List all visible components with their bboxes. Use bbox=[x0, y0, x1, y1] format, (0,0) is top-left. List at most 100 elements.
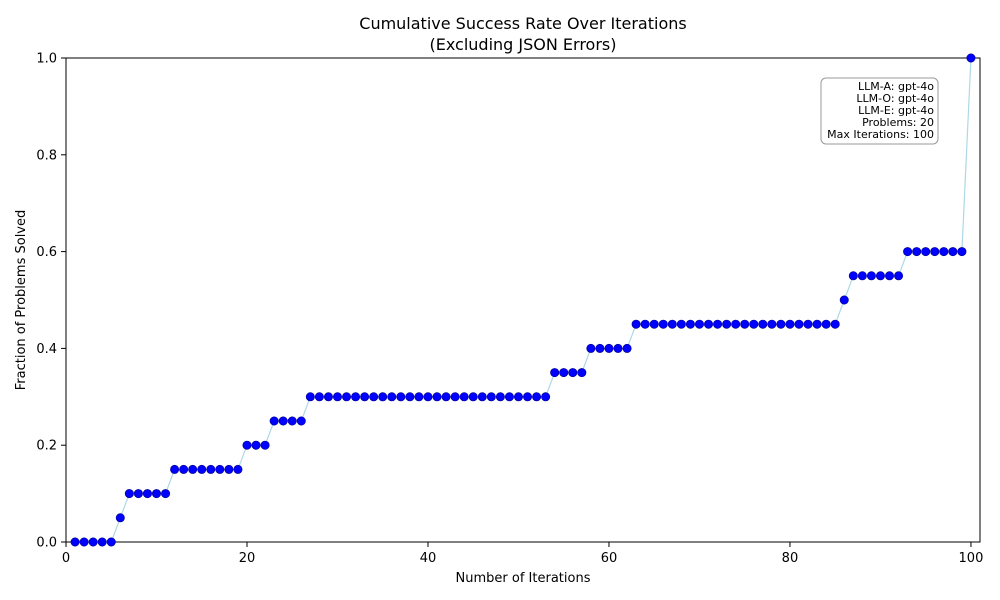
info-line-max-iterations: Max Iterations: 100 bbox=[827, 128, 934, 141]
series-line bbox=[75, 57, 972, 543]
data-point bbox=[188, 464, 198, 474]
data-point bbox=[857, 271, 867, 281]
data-point bbox=[468, 392, 478, 402]
x-axis-label: Number of Iterations bbox=[456, 571, 591, 586]
data-point bbox=[133, 489, 143, 499]
x-tick-label: 20 bbox=[239, 551, 256, 566]
data-point bbox=[486, 392, 496, 402]
info-line-llm-e: LLM-E: gpt-4o bbox=[858, 104, 934, 117]
plot-frame bbox=[65, 57, 981, 543]
data-point bbox=[885, 271, 895, 281]
data-point bbox=[387, 392, 397, 402]
data-point bbox=[179, 464, 189, 474]
info-line-problems: Problems: 20 bbox=[862, 116, 934, 129]
y-axis: 0.0 0.2 0.4 0.6 0.8 1.0 bbox=[36, 52, 66, 551]
data-point bbox=[477, 392, 487, 402]
data-point bbox=[758, 319, 768, 329]
data-point bbox=[586, 343, 596, 353]
data-point bbox=[305, 392, 315, 402]
data-point bbox=[287, 416, 297, 426]
data-point bbox=[866, 271, 876, 281]
data-point bbox=[957, 247, 967, 257]
data-point bbox=[667, 319, 677, 329]
data-point bbox=[848, 271, 858, 281]
data-point bbox=[658, 319, 668, 329]
data-point bbox=[550, 368, 560, 378]
data-point bbox=[767, 319, 777, 329]
data-point bbox=[921, 247, 931, 257]
data-point bbox=[124, 489, 134, 499]
data-point bbox=[776, 319, 786, 329]
chart-title-line1: Cumulative Success Rate Over Iterations bbox=[359, 14, 686, 33]
data-point bbox=[106, 537, 116, 547]
data-point bbox=[604, 343, 614, 353]
data-point bbox=[441, 392, 451, 402]
data-point bbox=[351, 392, 361, 402]
data-point bbox=[369, 392, 379, 402]
y-tick-label: 0.6 bbox=[36, 245, 57, 260]
data-point bbox=[70, 537, 80, 547]
info-line-llm-o: LLM-O: gpt-4o bbox=[856, 92, 934, 105]
data-point bbox=[251, 440, 261, 450]
data-point bbox=[676, 319, 686, 329]
data-point bbox=[821, 319, 831, 329]
data-point bbox=[197, 464, 207, 474]
data-point bbox=[278, 416, 288, 426]
data-point bbox=[414, 392, 424, 402]
x-tick-label: 0 bbox=[62, 551, 70, 566]
data-point bbox=[649, 319, 659, 329]
data-point bbox=[269, 416, 279, 426]
y-tick-label: 0.2 bbox=[36, 439, 57, 454]
data-point bbox=[731, 319, 741, 329]
y-tick-label: 0.0 bbox=[36, 536, 57, 551]
data-point bbox=[631, 319, 641, 329]
data-point bbox=[432, 392, 442, 402]
data-point bbox=[713, 319, 723, 329]
series-points bbox=[70, 53, 976, 547]
data-point bbox=[894, 271, 904, 281]
x-tick-label: 40 bbox=[420, 551, 437, 566]
data-point bbox=[948, 247, 958, 257]
data-point bbox=[224, 464, 234, 474]
data-point bbox=[206, 464, 216, 474]
data-point bbox=[903, 247, 913, 257]
info-box: LLM-A: gpt-4o LLM-O: gpt-4o LLM-E: gpt-4… bbox=[820, 77, 939, 145]
data-point bbox=[523, 392, 533, 402]
data-point bbox=[812, 319, 822, 329]
x-axis: 0 20 40 60 80 100 bbox=[62, 542, 984, 566]
data-point bbox=[685, 319, 695, 329]
data-point bbox=[151, 489, 161, 499]
info-line-llm-a: LLM-A: gpt-4o bbox=[858, 80, 934, 93]
data-point bbox=[242, 440, 252, 450]
data-point bbox=[342, 392, 352, 402]
data-point bbox=[785, 319, 795, 329]
data-point bbox=[296, 416, 306, 426]
data-point bbox=[694, 319, 704, 329]
data-point bbox=[459, 392, 469, 402]
data-point bbox=[504, 392, 514, 402]
data-point bbox=[79, 537, 89, 547]
data-point bbox=[495, 392, 505, 402]
data-point bbox=[332, 392, 342, 402]
data-point bbox=[405, 392, 415, 402]
plot-area bbox=[65, 57, 981, 543]
x-tick-label: 100 bbox=[959, 551, 984, 566]
data-point bbox=[939, 247, 949, 257]
data-point bbox=[360, 392, 370, 402]
data-point bbox=[722, 319, 732, 329]
data-point bbox=[577, 368, 587, 378]
data-point bbox=[378, 392, 388, 402]
info-box-frame bbox=[820, 77, 939, 145]
y-tick-label: 0.8 bbox=[36, 148, 57, 163]
data-point bbox=[396, 392, 406, 402]
data-point bbox=[170, 464, 180, 474]
data-point bbox=[115, 513, 125, 523]
data-point bbox=[233, 464, 243, 474]
data-point bbox=[613, 343, 623, 353]
data-point bbox=[966, 53, 976, 63]
data-point bbox=[513, 392, 523, 402]
data-point bbox=[839, 295, 849, 305]
data-point bbox=[215, 464, 225, 474]
data-point bbox=[161, 489, 171, 499]
